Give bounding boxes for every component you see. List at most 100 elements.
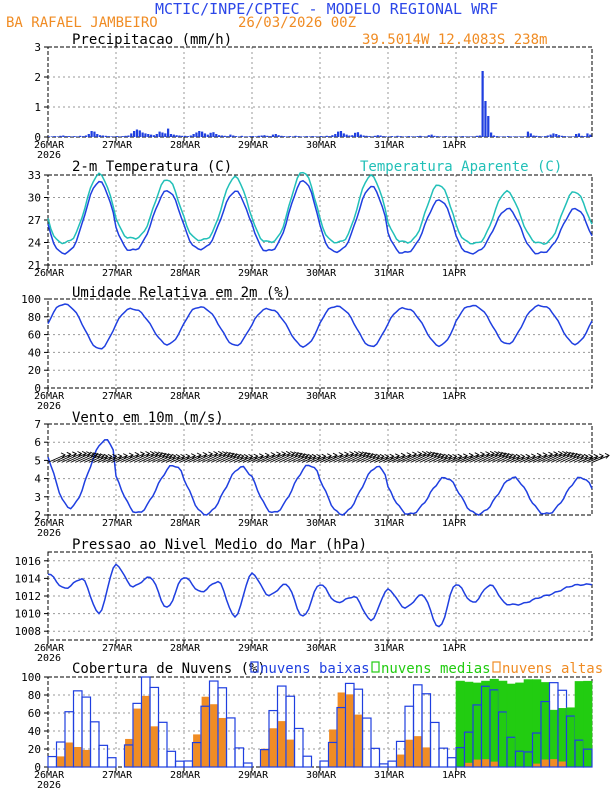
precip-bar: [555, 134, 558, 137]
precip-bar: [532, 135, 535, 137]
humidity-line: [47, 303, 593, 350]
precip-bar: [512, 136, 515, 137]
cloud-bar-low: [234, 747, 245, 768]
cloud-bar-mid: [506, 683, 516, 768]
cloud-bar-high: [210, 704, 218, 768]
precip-bar: [266, 135, 269, 137]
wind-barb-head: [326, 453, 332, 460]
cloud-bar-high: [490, 761, 498, 768]
precip-bar: [393, 136, 396, 137]
cloud-bar-mid: [464, 681, 474, 768]
wind-barb-head: [99, 453, 105, 460]
wind-barb-head: [389, 453, 395, 460]
x-tick-label: 30MAR: [306, 391, 337, 402]
precip-bar: [101, 135, 105, 137]
precip-bar: [226, 136, 229, 137]
wind-barb-head: [107, 453, 113, 460]
wind-barb: [415, 453, 435, 463]
precip-bar: [478, 135, 481, 137]
wind-barb: [301, 455, 317, 463]
y-tick-label: 20: [28, 743, 41, 756]
cloud-bar-low: [98, 744, 109, 768]
precip-bar: [334, 134, 337, 137]
panel-title-temp: 2-m Temperatura (C): [72, 159, 232, 175]
wind-barb-head: [175, 453, 181, 460]
precip-bar: [470, 136, 473, 137]
wind-barb-head: [239, 453, 245, 460]
y-tick-label: 24: [28, 237, 42, 250]
y-tick-label: 80: [28, 689, 41, 702]
wind-barb-head: [213, 451, 219, 457]
wind-barb-head: [72, 451, 78, 458]
wind-barb: [392, 454, 411, 463]
cloud-bar-high: [278, 721, 286, 768]
x-year-label: 2026: [37, 150, 61, 161]
wind-barb: [464, 453, 485, 463]
wind-barb-head: [598, 453, 604, 460]
wind-barb: [469, 453, 490, 463]
wind-barb: [433, 455, 448, 463]
precip-bar: [195, 132, 198, 137]
wind-barb-head: [579, 453, 585, 460]
legend-mid-clouds: nuvens medias: [381, 661, 491, 677]
cloud-bar-low: [387, 760, 398, 768]
cloud-bar-low: [225, 717, 236, 768]
wind-barb-head: [112, 453, 118, 460]
precip-bar: [121, 136, 124, 137]
wind-barb: [514, 455, 530, 463]
precip-bar: [158, 131, 161, 137]
precip-bar: [441, 136, 445, 137]
pressure-line: [47, 563, 593, 628]
wind-barb-head: [530, 453, 536, 460]
wind-barb-head: [300, 452, 306, 459]
precip-bar: [509, 136, 513, 137]
wind-barb: [138, 453, 159, 463]
x-tick-label: 1APR: [442, 518, 467, 529]
cloud-bar-high: [422, 747, 430, 768]
wind-barb-head: [276, 451, 282, 458]
wind-barb: [374, 455, 389, 463]
precip-bar: [297, 136, 300, 137]
wind-barb: [569, 455, 584, 463]
precip-bar: [184, 135, 187, 137]
precip-bar: [127, 135, 130, 137]
cloud-bar-high: [133, 708, 141, 768]
precip-bar: [246, 136, 249, 137]
precip-bar: [416, 136, 419, 137]
wind-barb: [97, 455, 113, 463]
precip-bar: [186, 136, 190, 137]
x-tick-label: 1APR: [442, 268, 467, 279]
precip-bar: [59, 135, 62, 137]
wind-barb: [496, 454, 513, 463]
wind-barb-head: [77, 451, 83, 457]
wind-barb: [437, 455, 453, 463]
wind-barb: [564, 454, 581, 463]
precip-bar: [271, 134, 275, 137]
wind-barb-head: [565, 451, 571, 458]
precip-bar: [130, 133, 133, 137]
wind-barb-head: [149, 450, 155, 457]
wind-barb-head: [96, 452, 102, 459]
wind-barb: [546, 453, 567, 463]
wind-barb: [555, 453, 574, 463]
wind-barb-head: [494, 450, 500, 457]
x-tick-label: 28MAR: [170, 391, 201, 402]
wind-barb: [460, 454, 479, 463]
wind-barb-head: [93, 452, 99, 458]
wind-barb: [133, 452, 155, 463]
precip-bar: [277, 135, 280, 137]
x-tick-label: 28MAR: [170, 140, 201, 151]
precip-bar: [308, 136, 311, 137]
x-tick-label: 28MAR: [170, 268, 201, 279]
x-tick-label: 27MAR: [102, 391, 133, 402]
wind-barb-head: [349, 451, 355, 457]
wind-barb: [161, 455, 176, 463]
cloud-bar-high: [142, 695, 150, 768]
panel-frame: [47, 423, 593, 516]
cloud-bar-low: [582, 748, 593, 768]
precip-bar: [388, 136, 391, 137]
precip-bar: [589, 134, 592, 137]
wind-barb-head: [157, 451, 163, 458]
y-tick-label: 6: [34, 436, 41, 449]
x-tick-label: 29MAR: [238, 268, 269, 279]
